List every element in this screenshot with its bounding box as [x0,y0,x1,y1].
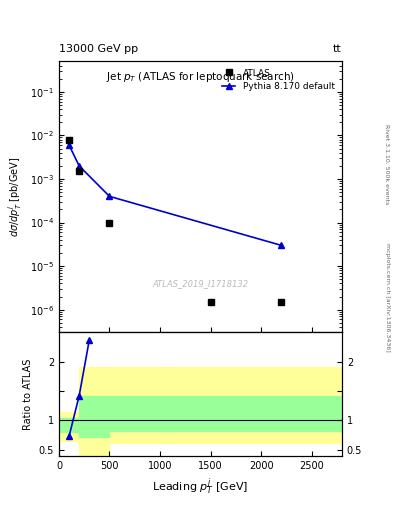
Line: ATLAS: ATLAS [66,137,285,305]
Y-axis label: $d\sigma/dp_T^j$ [pb/GeV]: $d\sigma/dp_T^j$ [pb/GeV] [7,157,24,237]
Y-axis label: Ratio to ATLAS: Ratio to ATLAS [23,358,33,430]
Pythia 8.170 default [67,142,72,148]
ATLAS [67,137,72,143]
Text: 13000 GeV pp: 13000 GeV pp [59,44,138,54]
Legend: ATLAS, Pythia 8.170 default: ATLAS, Pythia 8.170 default [219,66,338,94]
Text: mcplots.cern.ch [arXiv:1306.3436]: mcplots.cern.ch [arXiv:1306.3436] [385,243,389,351]
X-axis label: Leading $p_T^j$ [GeV]: Leading $p_T^j$ [GeV] [152,476,248,497]
ATLAS [77,168,81,175]
Line: Pythia 8.170 default: Pythia 8.170 default [66,142,285,248]
Pythia 8.170 default [279,242,284,248]
ATLAS [107,220,112,226]
Text: Rivet 3.1.10, 500k events: Rivet 3.1.10, 500k events [385,124,389,204]
Pythia 8.170 default [107,193,112,199]
Text: ATLAS_2019_I1718132: ATLAS_2019_I1718132 [152,279,248,288]
ATLAS [279,299,284,305]
Text: tt: tt [333,44,342,54]
Text: Jet $p_T$ (ATLAS for leptoquark search): Jet $p_T$ (ATLAS for leptoquark search) [106,70,295,83]
Pythia 8.170 default [77,163,81,169]
ATLAS [208,299,213,305]
